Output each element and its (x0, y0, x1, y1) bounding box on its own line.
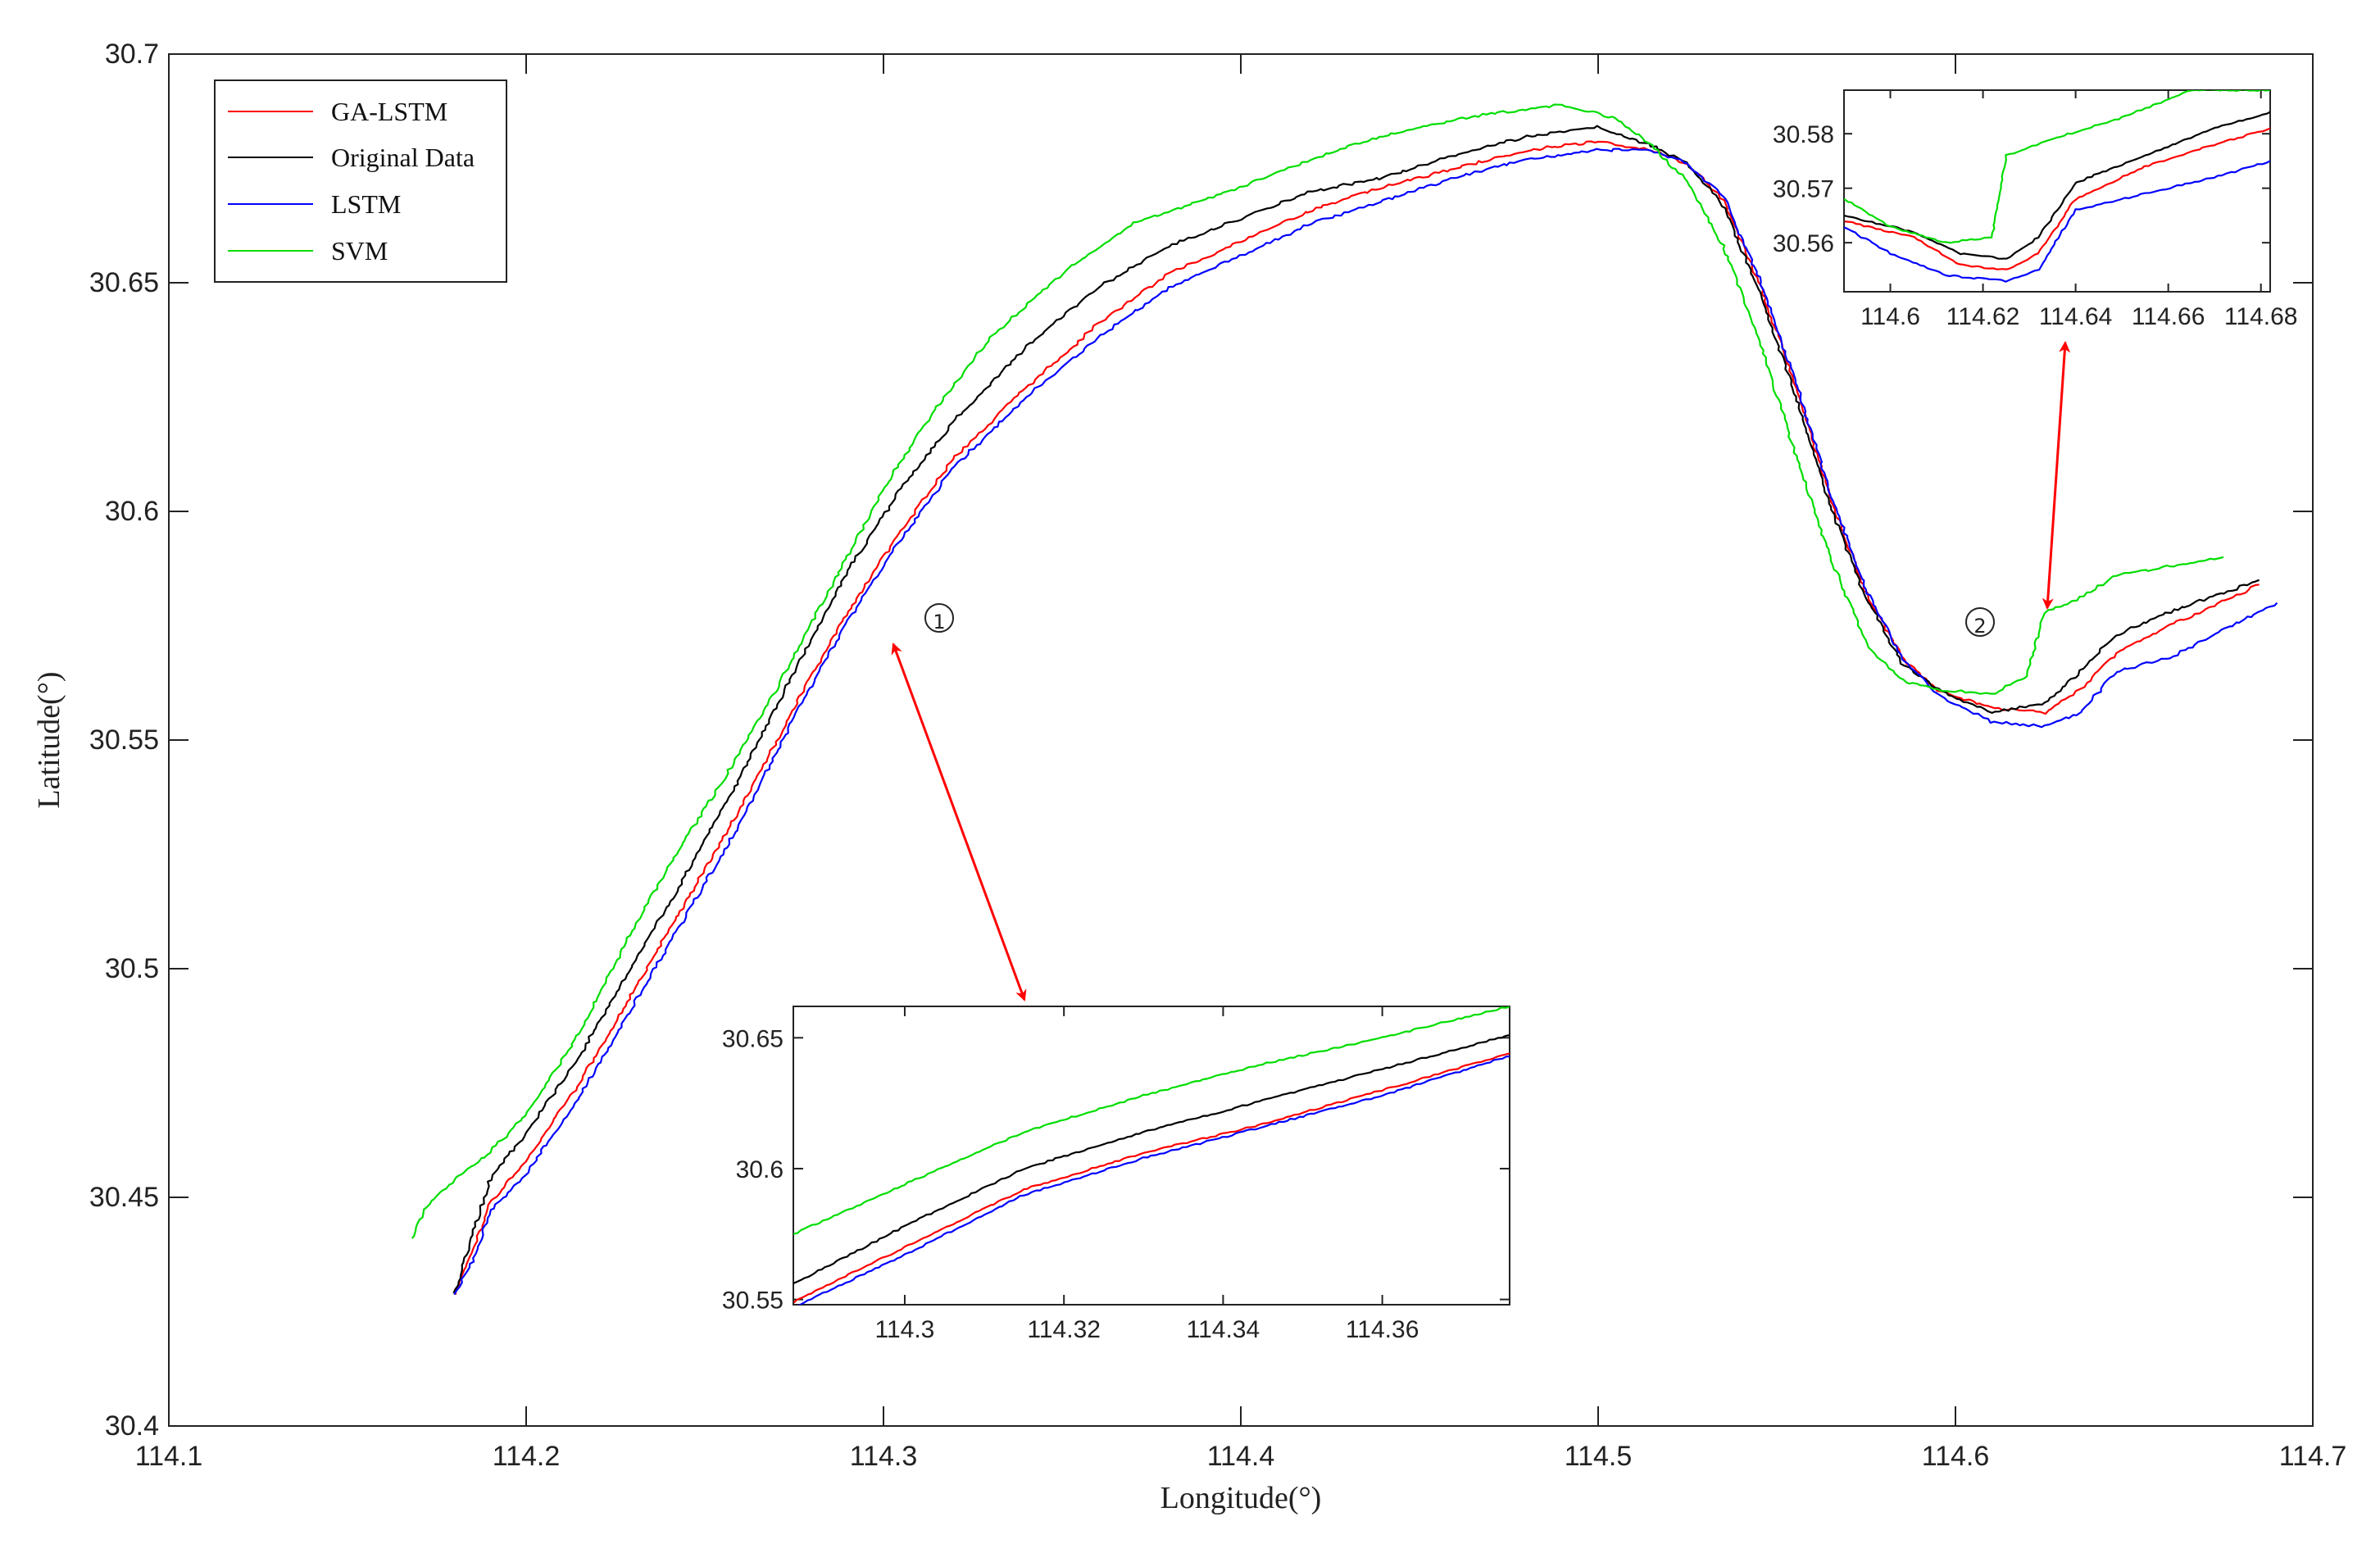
main-x-tick-label: 114.2 (493, 1441, 561, 1472)
inset-2-x-tick-label: 114.64 (2039, 303, 2113, 330)
inset-2-series-group (1844, 90, 2270, 283)
inset-2-series-lstm (1844, 160, 2270, 283)
inset-2-tick-labels: 114.6 114.62 114.64 114.66 114.68 30.56 30.57 3… (1773, 121, 2298, 330)
main-y-tick-label: 30.6 (105, 496, 159, 527)
inset-1-series-ga-lstm (793, 1052, 1510, 1304)
main-y-tick-label: 30.7 (105, 39, 159, 70)
main-y-tick-label: 30.45 (89, 1182, 159, 1213)
main-x-tick-label: 114.4 (1207, 1441, 1275, 1472)
inset-2-x-tick-label: 114.62 (1946, 303, 2020, 330)
inset-2-y-tick-label: 30.56 (1773, 230, 1834, 257)
main-x-tick-label: 114.6 (1922, 1441, 1990, 1472)
inset-2-y-tick-label: 30.58 (1773, 121, 1834, 148)
marker-2-circle (1965, 607, 1995, 637)
inset-1-series-group (793, 1006, 1510, 1305)
main-x-tick-label: 114.1 (135, 1441, 203, 1472)
legend-box (214, 79, 507, 283)
x-axis-label: Longitude(°) (1160, 1481, 1322, 1515)
main-ticks (168, 53, 2314, 1427)
legend-label-original: Original Data (331, 143, 475, 172)
legend-label-ga-lstm: GA-LSTM (331, 97, 447, 126)
main-x-tick-label: 114.5 (1565, 1441, 1633, 1472)
inset-2-y-tick-label: 30.57 (1773, 176, 1834, 203)
marker-1-circle (924, 603, 954, 633)
inset-1-x-tick-label: 114.36 (1346, 1316, 1419, 1343)
inset-2-series-ga-lstm (1844, 127, 2270, 270)
main-series-original-data (452, 125, 2260, 1294)
inset-1-x-tick-label: 114.3 (875, 1316, 935, 1343)
legend: GA-LSTM Original Data LSTM SVM (214, 79, 507, 283)
inset-1-series-original-data (793, 1034, 1510, 1285)
inset-1-y-tick-label: 30.6 (736, 1156, 783, 1183)
inset-1-x-tick-label: 114.32 (1027, 1316, 1101, 1343)
inset-2-series-svm (1844, 90, 2270, 244)
main-series-group (411, 103, 2278, 1296)
legend-label-lstm: LSTM (331, 189, 401, 219)
marker-1-label: 1 (933, 611, 945, 633)
inset-2-ticks (1844, 90, 2270, 292)
main-y-tick-label: 30.5 (105, 953, 159, 984)
main-y-tick-label: 30.4 (105, 1410, 159, 1442)
inset-2-x-tick-label: 114.66 (2132, 303, 2205, 330)
main-x-tick-label: 114.7 (2279, 1441, 2347, 1472)
arrow-region-1 (891, 643, 1027, 1001)
inset-2-box (1843, 89, 2271, 293)
inset-1-x-tick-label: 114.34 (1187, 1316, 1260, 1343)
main-tick-labels: 114.1 114.2 114.3 114.4 114.5 114.6 114.7 30.4 3… (89, 39, 2346, 1472)
main-y-tick-label: 30.65 (89, 267, 159, 298)
inset-1-y-tick-label: 30.65 (722, 1025, 783, 1052)
legend-label-svm: SVM (331, 236, 388, 266)
marker-2-label: 2 (1973, 615, 1986, 638)
inset-2-x-tick-label: 114.68 (2224, 303, 2298, 330)
inset-1-tick-labels: 114.3 114.32 114.34 114.36 30.55 30.6 30.65 (722, 1025, 1419, 1343)
inset-1-y-tick-label: 30.55 (722, 1287, 783, 1315)
main-series-svm (411, 103, 2224, 1239)
y-axis-label: Latitude(°) (32, 671, 66, 808)
inset-2-x-tick-label: 114.6 (1860, 303, 1920, 330)
main-y-tick-label: 30.55 (89, 724, 159, 756)
inset-1-series-lstm (797, 1055, 1510, 1305)
main-x-tick-label: 114.3 (850, 1441, 918, 1472)
main-series-lstm (453, 148, 2278, 1296)
arrow-region-2 (2042, 341, 2071, 610)
inset-1-series-svm (793, 1006, 1510, 1235)
